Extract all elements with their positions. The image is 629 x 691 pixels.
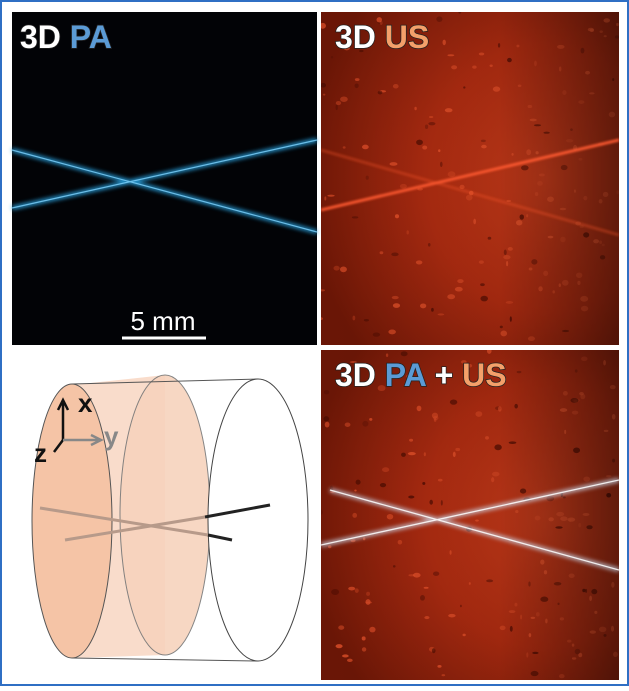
pa-panel: 3D PA 5 mm bbox=[12, 12, 317, 345]
combined-panel bbox=[319, 348, 619, 680]
panel-label: 3D PA + US bbox=[335, 357, 507, 393]
label-modality: US bbox=[462, 357, 506, 393]
label-joiner: + bbox=[435, 357, 454, 393]
axis-label: z bbox=[34, 438, 47, 468]
axis-label: y bbox=[104, 421, 119, 451]
axis-label: x bbox=[78, 388, 93, 418]
label-prefix: 3D bbox=[335, 19, 376, 55]
panel-label: 3D PA bbox=[20, 19, 112, 55]
label-prefix: 3D bbox=[335, 357, 376, 393]
label-modality: PA bbox=[385, 357, 427, 393]
scale-bar-label: 5 mm bbox=[131, 306, 196, 336]
schematic-panel: x y z bbox=[12, 350, 317, 680]
figure: 3D PA 5 mm 3D US x y z bbox=[0, 0, 629, 686]
label-modality: PA bbox=[70, 19, 112, 55]
label-prefix: 3D bbox=[20, 19, 61, 55]
us-panel bbox=[318, 11, 620, 345]
panel-label: 3D US bbox=[335, 19, 429, 55]
label-modality: US bbox=[385, 19, 429, 55]
